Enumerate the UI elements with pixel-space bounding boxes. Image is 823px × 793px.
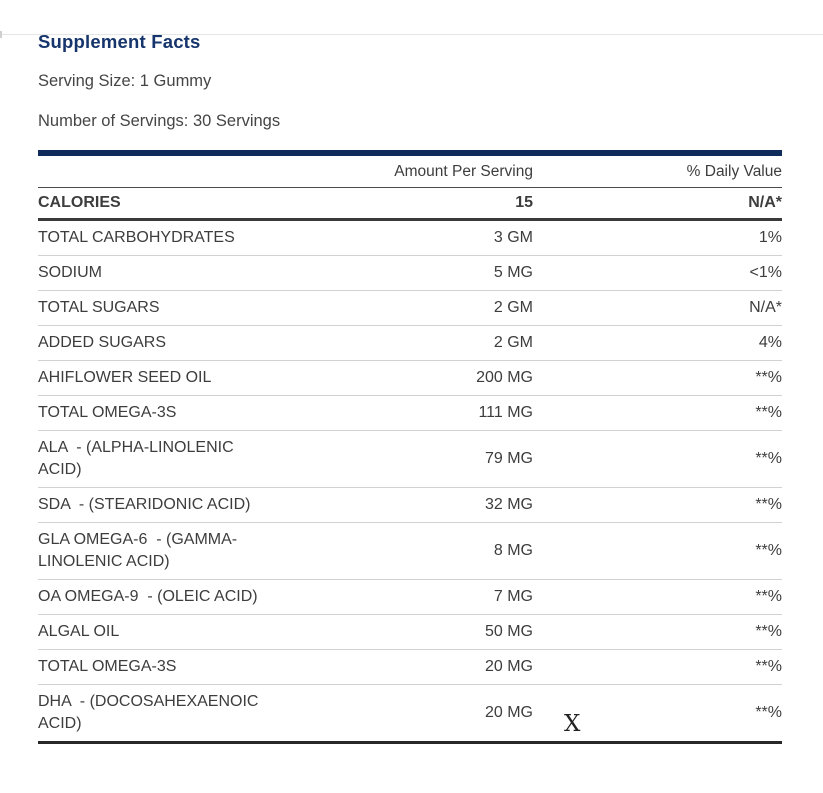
row-label: ALGAL OIL [38,614,378,650]
row-amount: 20 MG [378,684,533,744]
row-label: TOTAL OMEGA-3S [38,395,378,431]
table-row: TOTAL CARBOHYDRATES 3 GM 1% [38,219,782,256]
stray-x-mark: X [564,711,581,737]
table-row: TOTAL SUGARS 2 GM N/A* [38,290,782,326]
supplement-facts-panel: Supplement Facts Serving Size: 1 Gummy N… [0,31,823,744]
supplement-facts-table: Amount Per Serving % Daily Value CALORIE… [38,156,782,744]
row-label: DHA - (DOCOSAHEXAENOIC ACID) [38,684,378,744]
table-row: SDA - (STEARIDONIC ACID) 32 MG **% [38,487,782,523]
page-title: Supplement Facts [38,31,201,52]
table-row: TOTAL OMEGA-3S 111 MG **% [38,395,782,431]
row-amount: 79 MG [378,430,533,488]
row-daily-value: N/A* [533,290,782,326]
table-row: SODIUM 5 MG <1% [38,255,782,291]
corner-artifact [0,31,2,38]
number-of-servings-text: Number of Servings: 30 Servings [38,112,281,130]
row-daily-value: **% [533,614,782,650]
table-row: OA OMEGA-9 - (OLEIC ACID) 7 MG **% [38,579,782,615]
row-amount: 8 MG [378,522,533,580]
row-daily-value: 4% [533,325,782,361]
table-body: CALORIES 15 N/A* TOTAL CARBOHYDRATES 3 G… [38,187,782,744]
table-row: ADDED SUGARS 2 GM 4% [38,325,782,361]
serving-size-text: Serving Size: 1 Gummy [38,72,212,90]
row-label: TOTAL SUGARS [38,290,378,326]
table-header-row: Amount Per Serving % Daily Value [38,156,782,188]
table-row: ALGAL OIL 50 MG **% [38,614,782,650]
row-label: OA OMEGA-9 - (OLEIC ACID) [38,579,378,615]
table-top-bar: Amount Per Serving % Daily Value CALORIE… [38,150,782,744]
row-label: TOTAL CARBOHYDRATES [38,219,378,256]
row-amount: 15 [378,187,533,221]
row-amount: 5 MG [378,255,533,291]
row-amount: 7 MG [378,579,533,615]
row-daily-value: <1% [533,255,782,291]
row-amount: 2 GM [378,325,533,361]
row-label: ADDED SUGARS [38,325,378,361]
row-daily-value: **% [533,360,782,396]
row-amount: 32 MG [378,487,533,523]
row-daily-value: **% [533,430,782,488]
row-amount: 2 GM [378,290,533,326]
row-daily-value: **% [533,395,782,431]
row-amount: 3 GM [378,219,533,256]
page-top-border [0,34,823,35]
row-daily-value: **% [533,579,782,615]
row-label: GLA OMEGA-6 - (GAMMA-LINOLENIC ACID) [38,522,378,580]
table-row: AHIFLOWER SEED OIL 200 MG **% [38,360,782,396]
header-spacer [38,156,378,188]
row-amount: 111 MG [378,395,533,431]
row-label: CALORIES [38,187,378,221]
row-daily-value: **% [533,649,782,685]
row-daily-value: N/A* [533,187,782,221]
row-label: TOTAL OMEGA-3S [38,649,378,685]
table-row: TOTAL OMEGA-3S 20 MG **% [38,649,782,685]
table-row: ALA - (ALPHA-LINOLENIC ACID) 79 MG **% [38,430,782,488]
row-label: AHIFLOWER SEED OIL [38,360,378,396]
row-daily-value: **% [533,684,782,744]
row-label: SODIUM [38,255,378,291]
table-row: CALORIES 15 N/A* [38,187,782,221]
table-row: GLA OMEGA-6 - (GAMMA-LINOLENIC ACID) 8 M… [38,522,782,580]
row-label: ALA - (ALPHA-LINOLENIC ACID) [38,430,378,488]
row-daily-value: **% [533,522,782,580]
row-daily-value: 1% [533,219,782,256]
row-amount: 20 MG [378,649,533,685]
header-amount-per-serving: Amount Per Serving [378,156,533,188]
header-daily-value: % Daily Value [533,156,782,188]
table-row: DHA - (DOCOSAHEXAENOIC ACID) 20 MG **% [38,684,782,744]
row-label: SDA - (STEARIDONIC ACID) [38,487,378,523]
row-daily-value: **% [533,487,782,523]
row-amount: 200 MG [378,360,533,396]
row-amount: 50 MG [378,614,533,650]
